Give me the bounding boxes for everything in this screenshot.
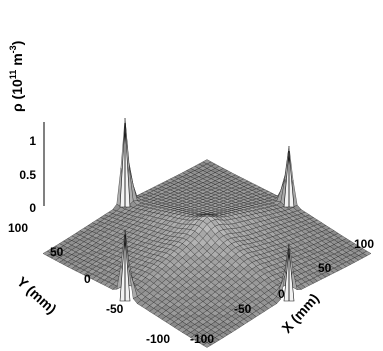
y-tick-neg100: -100	[146, 332, 170, 346]
surface-cell	[202, 342, 212, 348]
y-tick-50: 50	[50, 245, 64, 259]
z-tick-0: 0	[29, 201, 36, 215]
z-tick-1: 1	[29, 134, 36, 148]
x-tick-0: 0	[278, 287, 285, 301]
y-tick-neg50: -50	[106, 302, 124, 316]
y-axis-label: Y (mm)	[14, 273, 60, 316]
y-tick-100: 100	[8, 221, 28, 235]
x-tick-50: 50	[318, 261, 332, 275]
z-axis-label: ρ (1011 m-3)	[8, 41, 25, 112]
y-tick-0: 0	[84, 272, 91, 286]
surface-mesh	[42, 117, 372, 348]
x-tick-neg100: -100	[190, 332, 214, 346]
surface-peaks	[119, 122, 295, 302]
z-tick-0-5: 0.5	[19, 168, 36, 182]
x-tick-neg50: -50	[234, 302, 252, 316]
x-tick-100: 100	[354, 237, 374, 251]
z-axis: 1 0.5 0	[19, 122, 45, 215]
